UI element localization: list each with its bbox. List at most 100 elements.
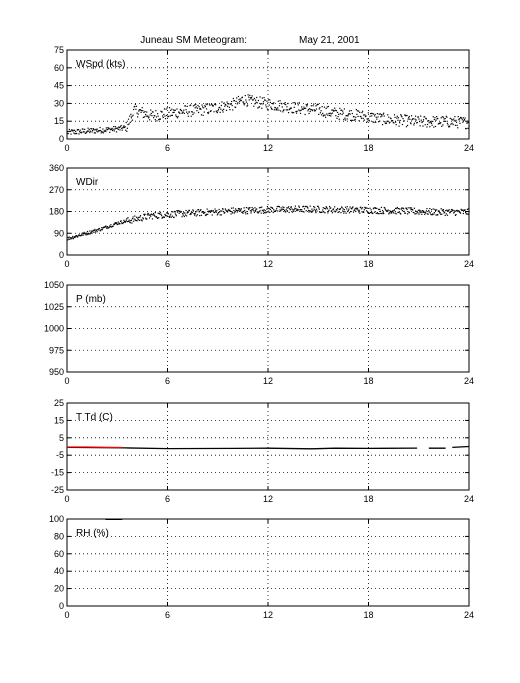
data-point — [110, 224, 112, 226]
data-point — [420, 211, 422, 213]
data-point — [322, 115, 324, 117]
data-point — [89, 230, 91, 232]
data-point — [220, 108, 222, 110]
data-point — [127, 118, 130, 120]
data-point — [318, 108, 320, 110]
x-tick-label: 12 — [263, 494, 273, 504]
data-point — [377, 121, 380, 123]
data-point — [253, 210, 255, 212]
data-point — [248, 96, 250, 98]
data-point — [240, 208, 242, 210]
data-point — [225, 109, 228, 111]
data-point — [370, 112, 372, 114]
data-point — [397, 207, 400, 210]
data-point — [301, 210, 303, 213]
data-point — [188, 111, 191, 113]
data-point — [406, 114, 408, 117]
data-point — [293, 111, 295, 114]
data-point — [224, 208, 226, 210]
data-point — [298, 206, 300, 208]
data-point — [143, 111, 145, 114]
data-point — [70, 237, 72, 239]
data-point — [268, 210, 270, 212]
data-point — [422, 119, 425, 121]
data-point — [147, 115, 149, 117]
data-point — [410, 115, 413, 117]
data-point — [370, 209, 372, 211]
data-point — [420, 115, 422, 117]
data-point — [92, 128, 94, 130]
y-tick-label: 30 — [54, 98, 64, 108]
data-point — [69, 238, 71, 240]
x-tick-label: 0 — [64, 494, 69, 504]
data-point — [376, 118, 378, 120]
data-point — [362, 117, 364, 120]
data-point — [310, 210, 312, 212]
data-point — [352, 211, 355, 213]
data-point — [437, 214, 439, 216]
data-point — [330, 113, 332, 115]
data-point — [235, 106, 237, 108]
data-point — [429, 126, 431, 128]
data-point — [198, 211, 200, 213]
data-point — [191, 111, 193, 113]
data-point — [209, 211, 212, 213]
data-point — [429, 120, 431, 123]
data-point — [413, 122, 416, 124]
data-point — [313, 208, 315, 210]
data-point — [338, 211, 340, 213]
data-point — [249, 206, 251, 209]
data-point — [388, 213, 390, 215]
data-point — [142, 116, 144, 119]
data-point — [457, 127, 459, 129]
data-point — [169, 115, 171, 117]
data-point — [372, 113, 375, 115]
data-point — [439, 122, 441, 125]
data-point — [449, 117, 451, 119]
data-point — [156, 113, 159, 115]
x-tick-label: 6 — [165, 494, 170, 504]
data-point — [376, 207, 378, 209]
data-point — [410, 207, 413, 209]
data-point — [122, 221, 125, 224]
data-point — [90, 230, 93, 232]
data-point — [77, 235, 79, 238]
data-point — [244, 94, 246, 97]
data-point — [244, 209, 246, 212]
data-point — [413, 211, 415, 214]
data-point — [417, 116, 420, 118]
data-point — [290, 206, 293, 208]
data-point — [446, 214, 449, 216]
data-point — [84, 232, 86, 234]
data-point — [351, 208, 353, 210]
data-point — [111, 127, 113, 129]
data-point — [245, 206, 248, 209]
data-point — [162, 115, 164, 117]
data-point — [428, 211, 430, 213]
data-point — [112, 128, 114, 130]
data-point — [260, 212, 262, 214]
data-point — [414, 115, 417, 117]
data-point — [258, 106, 261, 108]
data-point — [416, 121, 418, 124]
data-point — [410, 123, 412, 125]
data-point — [256, 211, 258, 213]
data-point — [217, 108, 220, 110]
data-point — [326, 208, 328, 210]
data-point — [228, 208, 230, 211]
x-tick-label: 0 — [64, 610, 69, 620]
data-point — [171, 215, 173, 217]
data-point — [285, 211, 287, 213]
data-point — [139, 109, 142, 111]
data-point — [425, 118, 427, 120]
data-point — [303, 107, 306, 110]
data-point — [424, 124, 426, 126]
data-point — [296, 110, 298, 112]
data-point — [204, 106, 207, 108]
data-point — [340, 206, 343, 208]
panel-label-wdir: WDir — [76, 177, 99, 188]
data-point — [359, 111, 361, 114]
data-point — [381, 209, 384, 212]
data-point — [139, 215, 142, 217]
data-point — [320, 110, 322, 112]
